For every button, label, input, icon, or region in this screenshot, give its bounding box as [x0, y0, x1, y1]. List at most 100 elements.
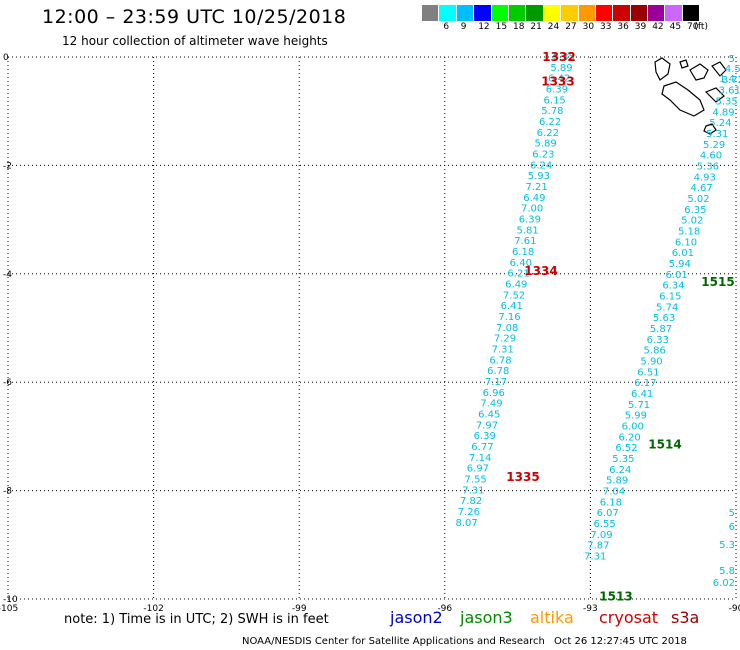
footer-source: NOAA/NESDIS Center for Satellite Applica… — [242, 636, 545, 647]
wave-height-value: 6.10 — [675, 237, 697, 248]
wave-height-value: 5.29 — [703, 140, 725, 151]
wave-height-value: 6.24 — [530, 160, 552, 171]
pass-number-label: 1513 — [599, 589, 632, 603]
wave-height-value: 6.42 — [548, 74, 570, 85]
wave-height-value: 7.09 — [590, 530, 612, 541]
lon-tick-label: -93 — [583, 604, 598, 614]
wave-height-value: 6.20 — [619, 432, 641, 443]
footer-timestamp: Oct 26 12:27:45 UTC 2018 — [554, 636, 687, 647]
wave-height-value: 5.18 — [678, 226, 700, 237]
wave-height-value: 5.36 — [697, 161, 719, 172]
satellite-s3a-label: s3a — [671, 608, 700, 627]
page-title: 12:00 – 23:59 UTC 10/25/2018 — [42, 6, 347, 28]
legend-label: 70 — [687, 22, 699, 32]
island-outline — [704, 87, 725, 103]
legend-swatch — [508, 5, 527, 21]
island-outline — [654, 57, 671, 81]
lat-tick-label: -4 — [3, 270, 12, 280]
wave-height-value: 7.97 — [476, 420, 498, 431]
wave-height-value: 5.35 — [612, 454, 634, 465]
wave-height-value: 6.21 — [507, 269, 529, 280]
wave-height-value: 6.41 — [631, 389, 653, 400]
island-outline — [689, 63, 709, 81]
legend-label: 18 — [513, 22, 525, 32]
wave-height-value: 6.78 — [489, 355, 511, 366]
wave-height-value: 7.82 — [460, 496, 482, 507]
legend-swatch — [578, 5, 596, 21]
legend-swatch — [526, 5, 544, 21]
wave-height-value: 6.96 — [483, 388, 505, 399]
legend-swatch — [439, 5, 457, 21]
wave-height-value: 5.90 — [640, 356, 662, 367]
legend-label: 21 — [530, 22, 542, 32]
wave-height-value: 6.97 — [467, 464, 489, 475]
legend-label: 15 — [495, 22, 508, 32]
wave-height-value: 6.39 — [546, 85, 568, 96]
wave-height-value: 5 — [729, 508, 735, 519]
wave-height-value: 6.02 — [713, 578, 735, 589]
satellite-cryosat-label: cryosat — [599, 608, 659, 627]
wave-height-value: 7.14 — [469, 453, 491, 464]
wave-height-value: 7.52 — [503, 290, 525, 301]
island-outline — [703, 123, 717, 135]
legend-label: 6 — [443, 22, 450, 32]
wave-height-value: 7.08 — [496, 323, 518, 334]
wave-height-value: 6.18 — [512, 247, 534, 258]
legend-swatch — [665, 5, 683, 21]
wave-height-value: 5.93 — [528, 171, 550, 182]
pass-number-label: 1332 — [542, 50, 575, 64]
page-subtitle: 12 hour collection of altimeter wave hei… — [62, 34, 328, 48]
wave-height-value: 6.49 — [523, 193, 545, 204]
legend-label: 12 — [478, 22, 490, 32]
pass-number-label: 1334 — [524, 264, 557, 278]
legend-swatch — [682, 5, 701, 21]
wave-height-value: 5.81 — [516, 225, 538, 236]
wave-height-value: 6.45 — [478, 410, 500, 421]
wave-height-value: 5.87 — [650, 324, 672, 335]
wave-height-value: 7.31 — [584, 551, 606, 562]
wave-height-value: 6.39 — [519, 215, 541, 226]
wave-height-value: 3.72 — [722, 75, 740, 86]
wave-height-value: 5.86 — [644, 346, 666, 357]
wave-height-value: 6.33 — [647, 335, 669, 346]
legend-label: 27 — [565, 22, 577, 32]
legend-swatch — [595, 5, 614, 21]
wave-height-value: 4.60 — [700, 151, 722, 162]
wave-height-value: 6.07 — [597, 508, 619, 519]
legend-label: 30 — [582, 22, 595, 32]
legend-label: 45 — [669, 22, 682, 32]
wave-height-value: 7.87 — [587, 541, 609, 552]
wave-height-value: 6.22 — [537, 128, 559, 139]
legend-swatch — [491, 5, 509, 21]
wave-height-value: 6.35 — [684, 205, 706, 216]
lat-tick-label: 0 — [3, 53, 9, 63]
pass-number-label: 1335 — [506, 470, 539, 484]
wave-height-value: 7.55 — [465, 475, 487, 486]
island-outline — [711, 61, 727, 77]
lon-tick-label: -102 — [143, 604, 163, 614]
legend-label: 36 — [617, 22, 629, 32]
wave-height-value: 6.77 — [471, 442, 493, 453]
wave-height-value: 4.93 — [694, 172, 716, 183]
wave-height-value: 7.16 — [498, 312, 520, 323]
wave-height-value: 6.17 — [634, 378, 656, 389]
satellite-jason2-label: jason2 — [390, 608, 443, 627]
island-outline — [661, 81, 705, 117]
wave-height-value: 6.24 — [609, 465, 631, 476]
wave-height-value: 6.51 — [637, 367, 659, 378]
wave-height-value: 5.74 — [656, 302, 678, 313]
lat-tick-label: -6 — [3, 378, 12, 388]
wave-height-value: 7.31 — [492, 345, 514, 356]
wave-height-value: 5.02 — [681, 216, 703, 227]
wave-height-value: 6.41 — [501, 301, 523, 312]
wave-height-value: 5.02 — [687, 194, 709, 205]
lon-tick-label: -99 — [292, 604, 307, 614]
wave-height-value: 5.89 — [606, 476, 628, 487]
wave-height-value: 7.49 — [480, 399, 502, 410]
wave-height-value: 7.00 — [521, 204, 543, 215]
wave-height-value: 5 — [729, 54, 735, 65]
wave-height-value: 5.78 — [541, 106, 563, 117]
wave-height-value: 6.23 — [532, 150, 554, 161]
legend-swatch — [543, 5, 562, 21]
